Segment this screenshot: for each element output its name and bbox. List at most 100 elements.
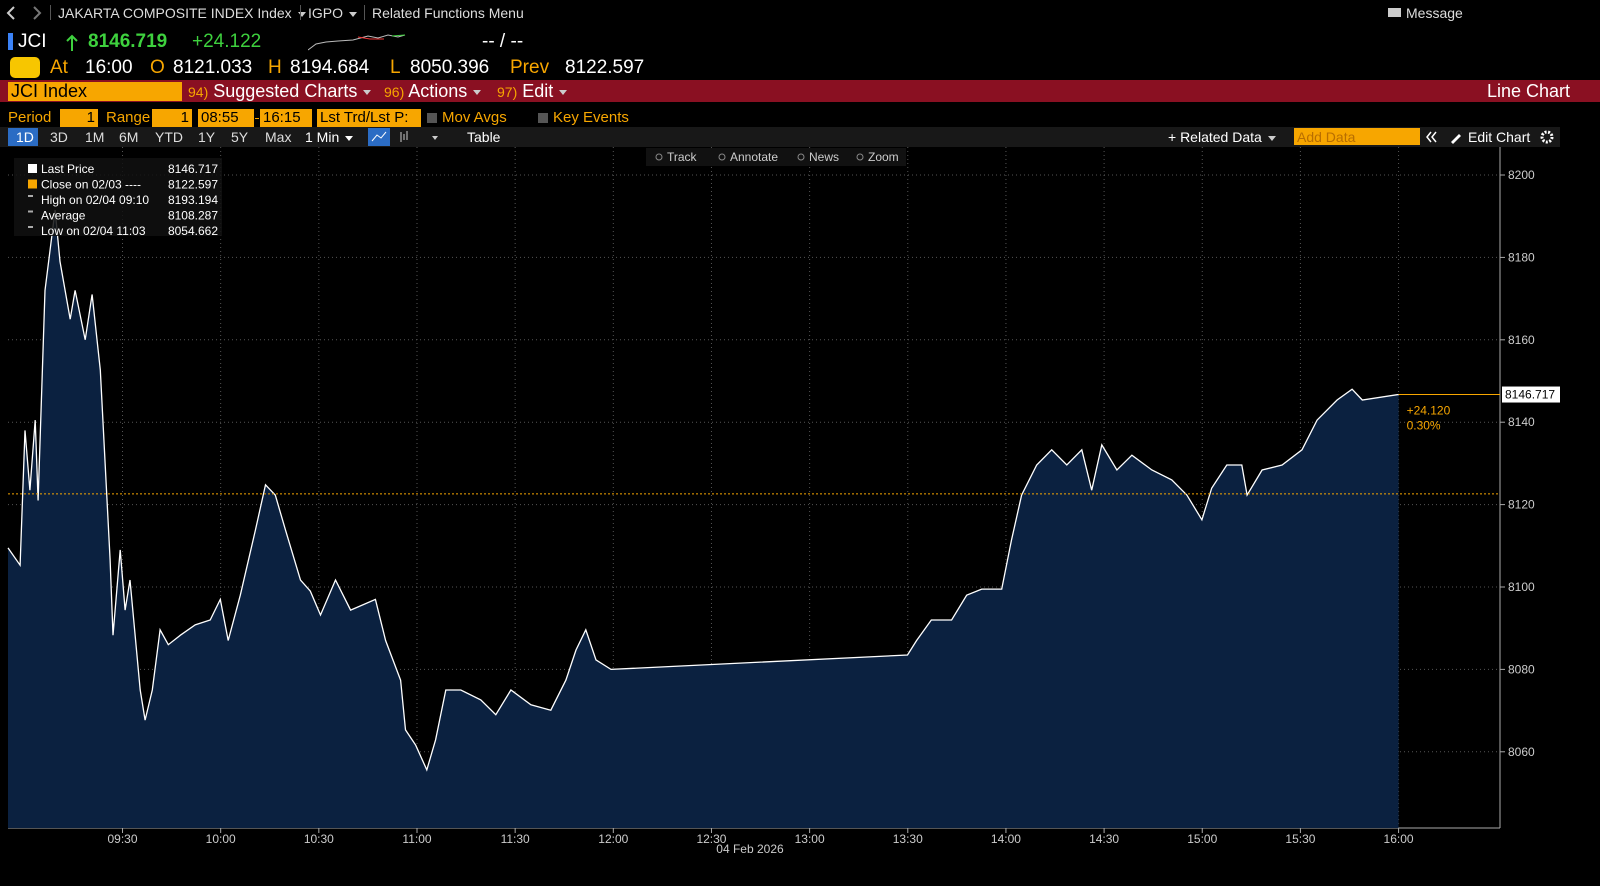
table-button[interactable]: Table [467, 129, 501, 145]
tools-bg [646, 148, 906, 166]
x-tick-label: 14:00 [991, 832, 1021, 846]
marker [8, 33, 13, 50]
dash [255, 118, 259, 119]
ticker: JCI [18, 31, 47, 52]
legend-label: Close on 02/03 ---- [41, 178, 141, 192]
menu-item[interactable]: 94) Suggested Charts [188, 81, 372, 102]
tool-button[interactable]: News [809, 150, 839, 164]
last-price-label: 8146.717 [1505, 388, 1555, 402]
interval[interactable]: 1 Min [305, 129, 354, 145]
menu-num: 96) [384, 84, 405, 100]
last-price-box [1502, 386, 1560, 403]
range-button[interactable]: 1M [85, 129, 105, 145]
legend-swatch [28, 179, 37, 189]
range-button[interactable]: 1D [16, 129, 34, 145]
x-tick-label: 16:00 [1384, 832, 1414, 846]
tool-icon [718, 153, 726, 161]
add-data-input[interactable]: Add Data [1294, 128, 1420, 145]
tool-icon [655, 153, 663, 161]
open: 8121.033 [173, 57, 253, 78]
legend-label: Average [41, 209, 86, 223]
range-button[interactable]: YTD [155, 129, 183, 145]
legend-value: 8122.597 [168, 178, 218, 192]
chart-type-icons[interactable] [368, 128, 448, 146]
area [8, 210, 1399, 828]
legend-label: Last Price [41, 162, 95, 176]
change-label: +24.120 [1407, 404, 1451, 418]
y-tick-label: 8080 [1508, 662, 1535, 676]
y-tick-label: 8140 [1508, 415, 1535, 429]
menu-num: 97) [497, 84, 518, 100]
checkbox[interactable] [538, 113, 548, 123]
toolbar: JCI Index 94) Suggested Charts 96) Actio… [0, 80, 1600, 102]
range-input[interactable]: 1 [152, 109, 192, 127]
menu-item[interactable]: 96) Actions [384, 81, 482, 102]
security-name[interactable]: JAKARTA COMPOSITE INDEX Index [58, 5, 306, 21]
legend-swatch [28, 164, 37, 173]
legend-swatch [28, 210, 33, 213]
x-tick-label: 09:30 [108, 832, 138, 846]
change: +24.122 [192, 31, 262, 52]
range-button[interactable]: 3D [50, 129, 68, 145]
x-tick-label: 12:00 [598, 832, 628, 846]
security-input[interactable]: JCI Index [8, 82, 182, 101]
selected [8, 128, 38, 146]
menu-label: Suggested Charts [213, 81, 358, 101]
interval-text: 1 Min [305, 129, 340, 145]
x-tick-label: 10:00 [206, 832, 236, 846]
related-data[interactable]: + Related Data [1168, 129, 1276, 145]
edit-chart[interactable]: Edit Chart [1468, 129, 1531, 145]
x-tick-label: 11:30 [501, 832, 530, 846]
last: 8146.719 [88, 31, 168, 52]
range-button[interactable]: Max [265, 129, 292, 145]
code[interactable]: IGPO [308, 5, 358, 21]
range-button[interactable]: 6M [119, 129, 139, 145]
message[interactable]: Message [1388, 5, 1463, 21]
nav-bar: JAKARTA COMPOSITE INDEX Index IGPO Relat… [0, 0, 1600, 25]
start-input[interactable]: 08:55 [198, 109, 254, 127]
time: 16:00 [85, 57, 133, 78]
security-text: JAKARTA COMPOSITE INDEX Index [58, 5, 292, 21]
collapse-icon[interactable] [1425, 130, 1465, 144]
tool-icon [797, 153, 805, 161]
field-input[interactable]: Lst Trd/Lst P: [317, 109, 421, 127]
nav-arrows[interactable] [4, 5, 44, 21]
checkbox[interactable] [427, 113, 437, 123]
menu-item[interactable]: 97) Edit [497, 81, 568, 102]
controls: Period 1 Range 1 08:55 16:15 Lst Trd/Lst… [0, 108, 1600, 148]
menu-num: 94) [188, 84, 209, 100]
tool-button[interactable]: Annotate [730, 150, 778, 164]
range-button[interactable]: 5Y [231, 129, 249, 145]
range-button[interactable]: 1Y [198, 129, 216, 145]
y-tick-label: 8060 [1508, 745, 1535, 759]
x-tick-label: 13:00 [795, 832, 825, 846]
label: L [390, 57, 401, 78]
x-tick-label: 15:30 [1285, 832, 1315, 846]
tool-icon [856, 153, 864, 161]
high: 8194.684 [290, 57, 370, 78]
label: Period [8, 109, 52, 126]
tool-button[interactable]: Zoom [868, 150, 899, 164]
change-pct-label: 0.30% [1407, 419, 1441, 433]
clock-icon [10, 57, 40, 78]
legend-value: 8146.717 [168, 162, 218, 176]
legend-swatch [28, 195, 33, 197]
legend-swatch [28, 226, 33, 228]
y-tick-label: 8120 [1508, 498, 1535, 512]
code-text: IGPO [308, 5, 344, 21]
legend-value: 8193.194 [168, 193, 218, 207]
y-tick-label: 8200 [1508, 168, 1535, 182]
separator [50, 5, 51, 20]
menu[interactable]: Related Functions Menu [372, 5, 524, 21]
label: H [268, 57, 282, 78]
x-tick-label: 13:30 [893, 832, 923, 846]
label[interactable]: Mov Avgs [442, 109, 507, 126]
label[interactable]: Key Events [553, 109, 629, 126]
period-input[interactable]: 1 [60, 109, 98, 127]
bid-ask: -- / -- [482, 31, 524, 52]
tool-button[interactable]: Track [667, 150, 698, 164]
view-name: Line Chart [1486, 81, 1570, 101]
end-input[interactable]: 16:15 [260, 109, 312, 127]
gear-icon[interactable] [1540, 130, 1554, 144]
label: O [150, 57, 165, 78]
